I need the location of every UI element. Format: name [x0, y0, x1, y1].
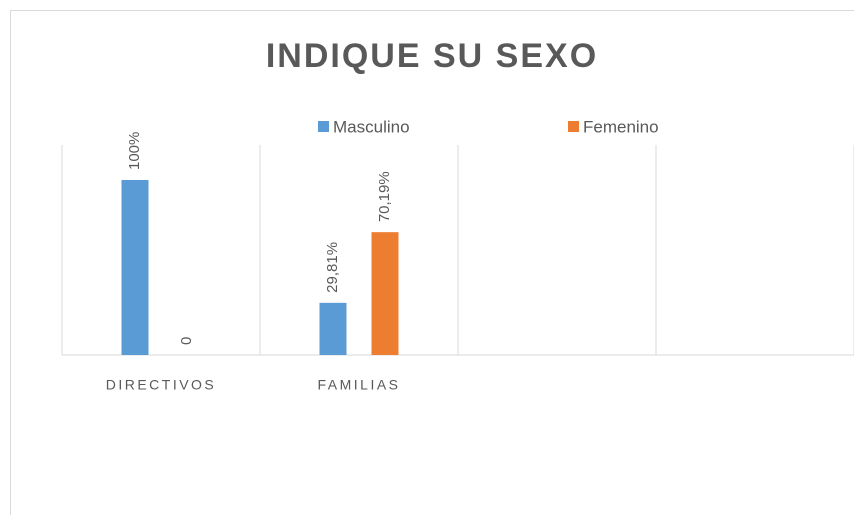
data-label: 0: [178, 337, 195, 345]
bar: [319, 302, 347, 355]
chart-title: INDIQUE SU SEXO: [266, 37, 598, 75]
bar: [371, 232, 399, 355]
bar: [121, 180, 149, 355]
data-label: 70,19%: [376, 171, 393, 222]
legend-swatch: [318, 121, 329, 132]
legend-label: Femenino: [583, 117, 659, 136]
legend-swatch: [568, 121, 579, 132]
legend-label: Masculino: [333, 117, 410, 136]
chart-frame: [10, 10, 854, 515]
data-label: 29,81%: [324, 242, 341, 293]
x-tick-label: DIRECTIVOS: [106, 377, 217, 393]
x-tick-label: FAMILIAS: [317, 377, 400, 393]
data-label: 100%: [126, 132, 143, 170]
